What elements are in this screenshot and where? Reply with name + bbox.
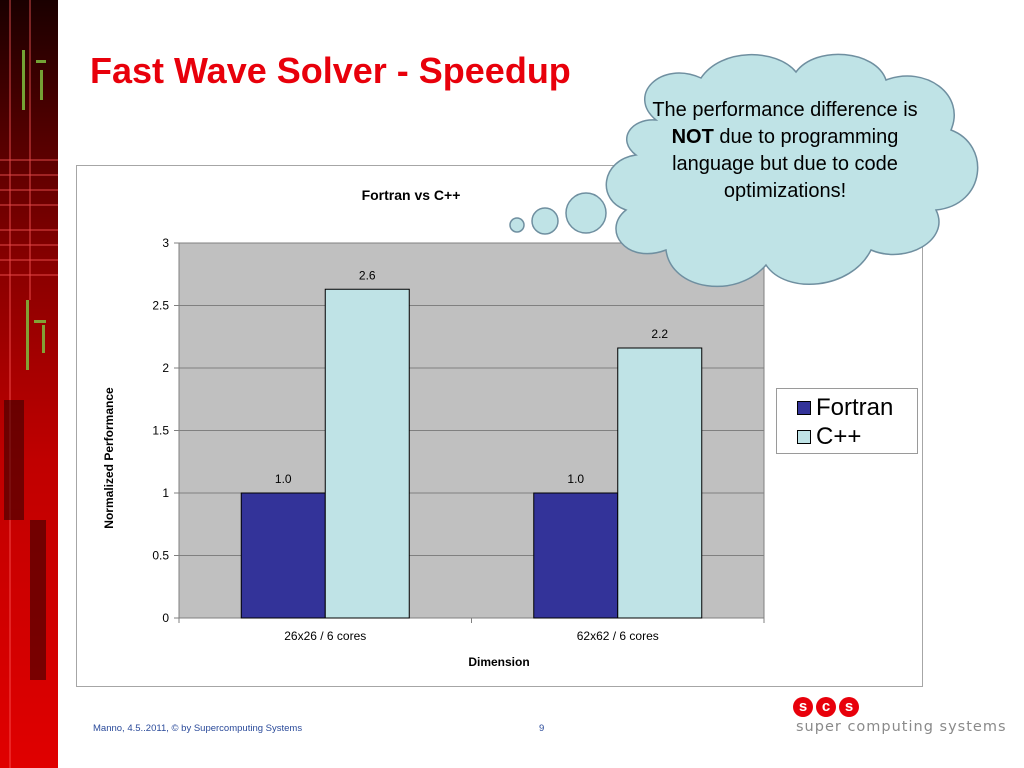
bar-value-label: 1.0 (567, 472, 584, 486)
y-tick-label: 1 (162, 486, 169, 500)
callout-text-after: due to programming language but due to c… (672, 126, 899, 202)
bar-value-label: 2.6 (359, 268, 376, 282)
callout-text-before: The performance difference is (652, 99, 918, 121)
thought-dot-medium (531, 207, 559, 235)
chart-title: Fortran vs C++ (362, 187, 461, 203)
bar-labels: 1.0 2.6 1.0 2.2 (275, 268, 669, 486)
slide-title: Fast Wave Solver - Speedup (90, 50, 571, 91)
legend-swatch-fortran (797, 400, 811, 415)
chart-legend: Fortran C++ (776, 388, 918, 454)
legend-label-cpp: C++ (816, 422, 862, 450)
legend-label-fortran: Fortran (816, 393, 894, 421)
company-logo: s c s super computing systems (793, 697, 1006, 741)
logo-letter-2: c (816, 697, 836, 717)
logo-letter-1: s (793, 697, 813, 717)
callout-text: The performance difference is NOT due to… (645, 97, 925, 205)
decorative-side-strip (0, 0, 58, 768)
bar-chart: Fortran vs C++ 0 0.5 1 1.5 2 2.5 3 26x26 / 6 c… (102, 187, 765, 669)
thought-dot-large (565, 192, 607, 234)
x-axis-label: Dimension (468, 655, 529, 669)
bar-value-label: 2.2 (651, 327, 668, 341)
cloud-shape (605, 53, 979, 288)
thought-bubble (509, 53, 979, 288)
bars (240, 288, 703, 619)
legend-swatch-cpp (797, 429, 811, 444)
thought-dot-small (509, 217, 525, 233)
bar-fortran (240, 492, 326, 619)
footer-text: Manno, 4.5..2011, © by Supercomputing Sy… (93, 723, 303, 734)
x-tick-label: 62x62 / 6 cores (577, 629, 659, 643)
logo-text: super computing systems (796, 719, 1007, 735)
y-tick-label: 0 (162, 611, 169, 625)
y-axis-label: Normalized Performance (102, 387, 116, 529)
y-tick-label: 1.5 (152, 424, 169, 438)
y-tick-label: 2.5 (152, 299, 169, 313)
bar-fortran (533, 492, 619, 619)
y-tick-label: 2 (162, 361, 169, 375)
y-axis: 0 0.5 1 1.5 2 2.5 3 (152, 236, 180, 625)
bar-value-label: 1.0 (275, 472, 292, 486)
x-axis: 26x26 / 6 cores 62x62 / 6 cores (178, 617, 765, 643)
legend-item-fortran: Fortran (797, 393, 917, 422)
callout-emphasis: NOT (671, 126, 714, 148)
page-number: 9 (539, 723, 545, 734)
bar-cpp (617, 347, 703, 619)
y-tick-label: 0.5 (152, 549, 169, 563)
x-tick-label: 26x26 / 6 cores (284, 629, 366, 643)
y-tick-label: 3 (162, 236, 169, 250)
bar-cpp (324, 288, 410, 619)
legend-item-cpp: C++ (797, 422, 917, 451)
logo-letter-3: s (839, 697, 859, 717)
